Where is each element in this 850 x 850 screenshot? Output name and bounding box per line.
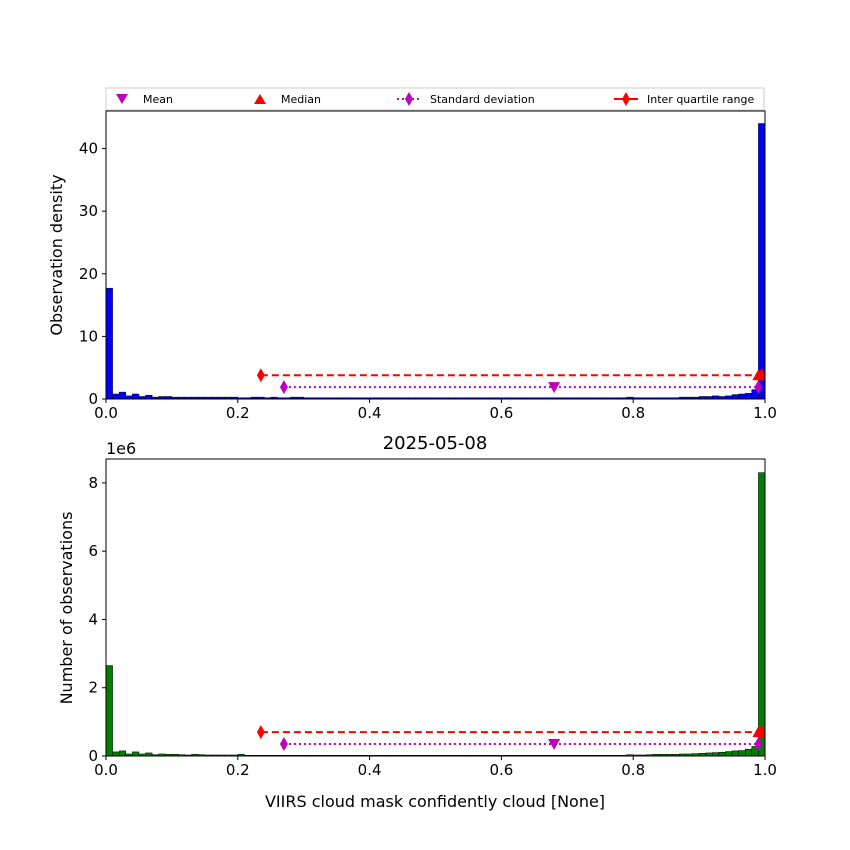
top-y-axis-label: Observation density — [47, 174, 66, 335]
bottom-bar — [105, 665, 113, 757]
bottom-y-tick-label: 4 — [88, 610, 98, 628]
top-y-tick-label: 20 — [79, 265, 98, 283]
top-stats — [256, 368, 766, 395]
top-mean-marker — [548, 382, 561, 394]
top-y-tick-label: 10 — [79, 327, 98, 345]
legend-item-iqr: Inter quartile range — [614, 92, 754, 106]
bottom-bar — [744, 748, 753, 757]
legend-item-median: Median — [254, 93, 321, 106]
top-bar — [758, 123, 766, 400]
bottom-bar — [132, 751, 140, 757]
legend: Mean Median Standard deviation Inter qua… — [105, 87, 765, 111]
top-bar — [105, 287, 113, 400]
bottom-plot-title: 2025-05-08 — [383, 433, 488, 454]
bottom-x-tick-label: 0.6 — [489, 761, 513, 779]
bottom-bars — [105, 472, 766, 757]
bottom-y-tick-label: 8 — [88, 474, 98, 492]
bottom-bar — [738, 750, 746, 757]
top-y-ticks: 0 10 20 30 40 — [79, 140, 106, 408]
bottom-x-tick-label: 0.0 — [94, 761, 118, 779]
top-y-tick-label: 40 — [79, 140, 98, 158]
mean-marker-icon — [116, 94, 128, 104]
top-x-tick-label: 1.0 — [753, 404, 777, 422]
top-histogram: 0.0 0.2 0.4 0.6 0.8 1.0 0 10 20 30 40 Observation… — [47, 110, 777, 422]
legend-label-std: Standard deviation — [430, 93, 535, 106]
median-marker-icon — [254, 94, 266, 104]
bottom-x-axis-label: VIIRS cloud mask confidently cloud [None… — [265, 792, 605, 811]
legend-item-mean: Mean — [116, 93, 173, 106]
bottom-median-marker — [752, 726, 765, 738]
bottom-x-tick-label: 1.0 — [753, 761, 777, 779]
legend-label-iqr: Inter quartile range — [647, 93, 754, 106]
top-std-marker — [279, 380, 288, 395]
legend-item-std: Standard deviation — [397, 92, 535, 106]
top-bar — [112, 393, 120, 400]
bottom-x-ticks: 0.0 0.2 0.4 0.6 0.8 1.0 — [94, 756, 777, 779]
top-x-tick-label: 0.4 — [358, 404, 382, 422]
top-bar — [744, 393, 753, 400]
top-x-tick-label: 0.8 — [621, 404, 645, 422]
top-bar — [731, 394, 739, 400]
bottom-bar — [712, 752, 720, 757]
top-bar — [132, 393, 140, 400]
bottom-bar — [758, 472, 766, 757]
bottom-y-tick-label: 0 — [88, 747, 98, 765]
bottom-std-marker — [279, 737, 288, 752]
top-bar — [738, 393, 746, 400]
top-iqr-marker — [256, 368, 265, 383]
top-bars — [105, 123, 766, 400]
bottom-y-tick-label: 2 — [88, 679, 98, 697]
top-plot-frame — [105, 110, 766, 400]
bottom-y-ticks: 0 2 4 6 8 — [88, 474, 106, 765]
bottom-x-tick-label: 0.2 — [226, 761, 250, 779]
std-marker-icon — [405, 92, 413, 106]
bottom-histogram: 2025-05-08 1e6 0.0 0.2 0.4 0.6 0.8 1.0 02468 … — [57, 433, 777, 811]
top-y-tick-label: 30 — [79, 202, 98, 220]
bottom-y-offset-label: 1e6 — [106, 439, 136, 458]
bottom-x-tick-label: 0.4 — [358, 761, 382, 779]
top-x-tick-label: 0.6 — [489, 404, 513, 422]
bottom-mean-marker — [548, 739, 561, 751]
legend-label-mean: Mean — [143, 93, 173, 106]
bottom-stats — [256, 725, 766, 752]
top-x-ticks: 0.0 0.2 0.4 0.6 0.8 1.0 — [94, 399, 777, 422]
bottom-bar — [718, 751, 726, 757]
bottom-bar — [731, 750, 739, 757]
top-std-marker — [754, 380, 763, 395]
bottom-std-marker — [754, 737, 763, 752]
bottom-y-axis-label: Number of observations — [57, 512, 76, 705]
bottom-bar — [725, 751, 733, 757]
iqr-marker-icon — [622, 92, 630, 106]
bottom-x-tick-label: 0.8 — [621, 761, 645, 779]
top-x-tick-label: 0.0 — [94, 404, 118, 422]
legend-label-median: Median — [281, 93, 321, 106]
top-x-tick-label: 0.2 — [226, 404, 250, 422]
bottom-plot-frame — [105, 458, 766, 757]
top-y-tick-label: 0 — [88, 390, 98, 408]
top-bar — [145, 394, 153, 400]
top-median-marker — [752, 369, 765, 381]
bottom-bar — [118, 750, 127, 757]
bottom-y-tick-label: 6 — [88, 542, 98, 560]
bottom-iqr-marker — [256, 725, 265, 740]
top-bar — [118, 391, 127, 400]
legend-frame — [105, 87, 765, 111]
bottom-bar — [112, 751, 120, 757]
